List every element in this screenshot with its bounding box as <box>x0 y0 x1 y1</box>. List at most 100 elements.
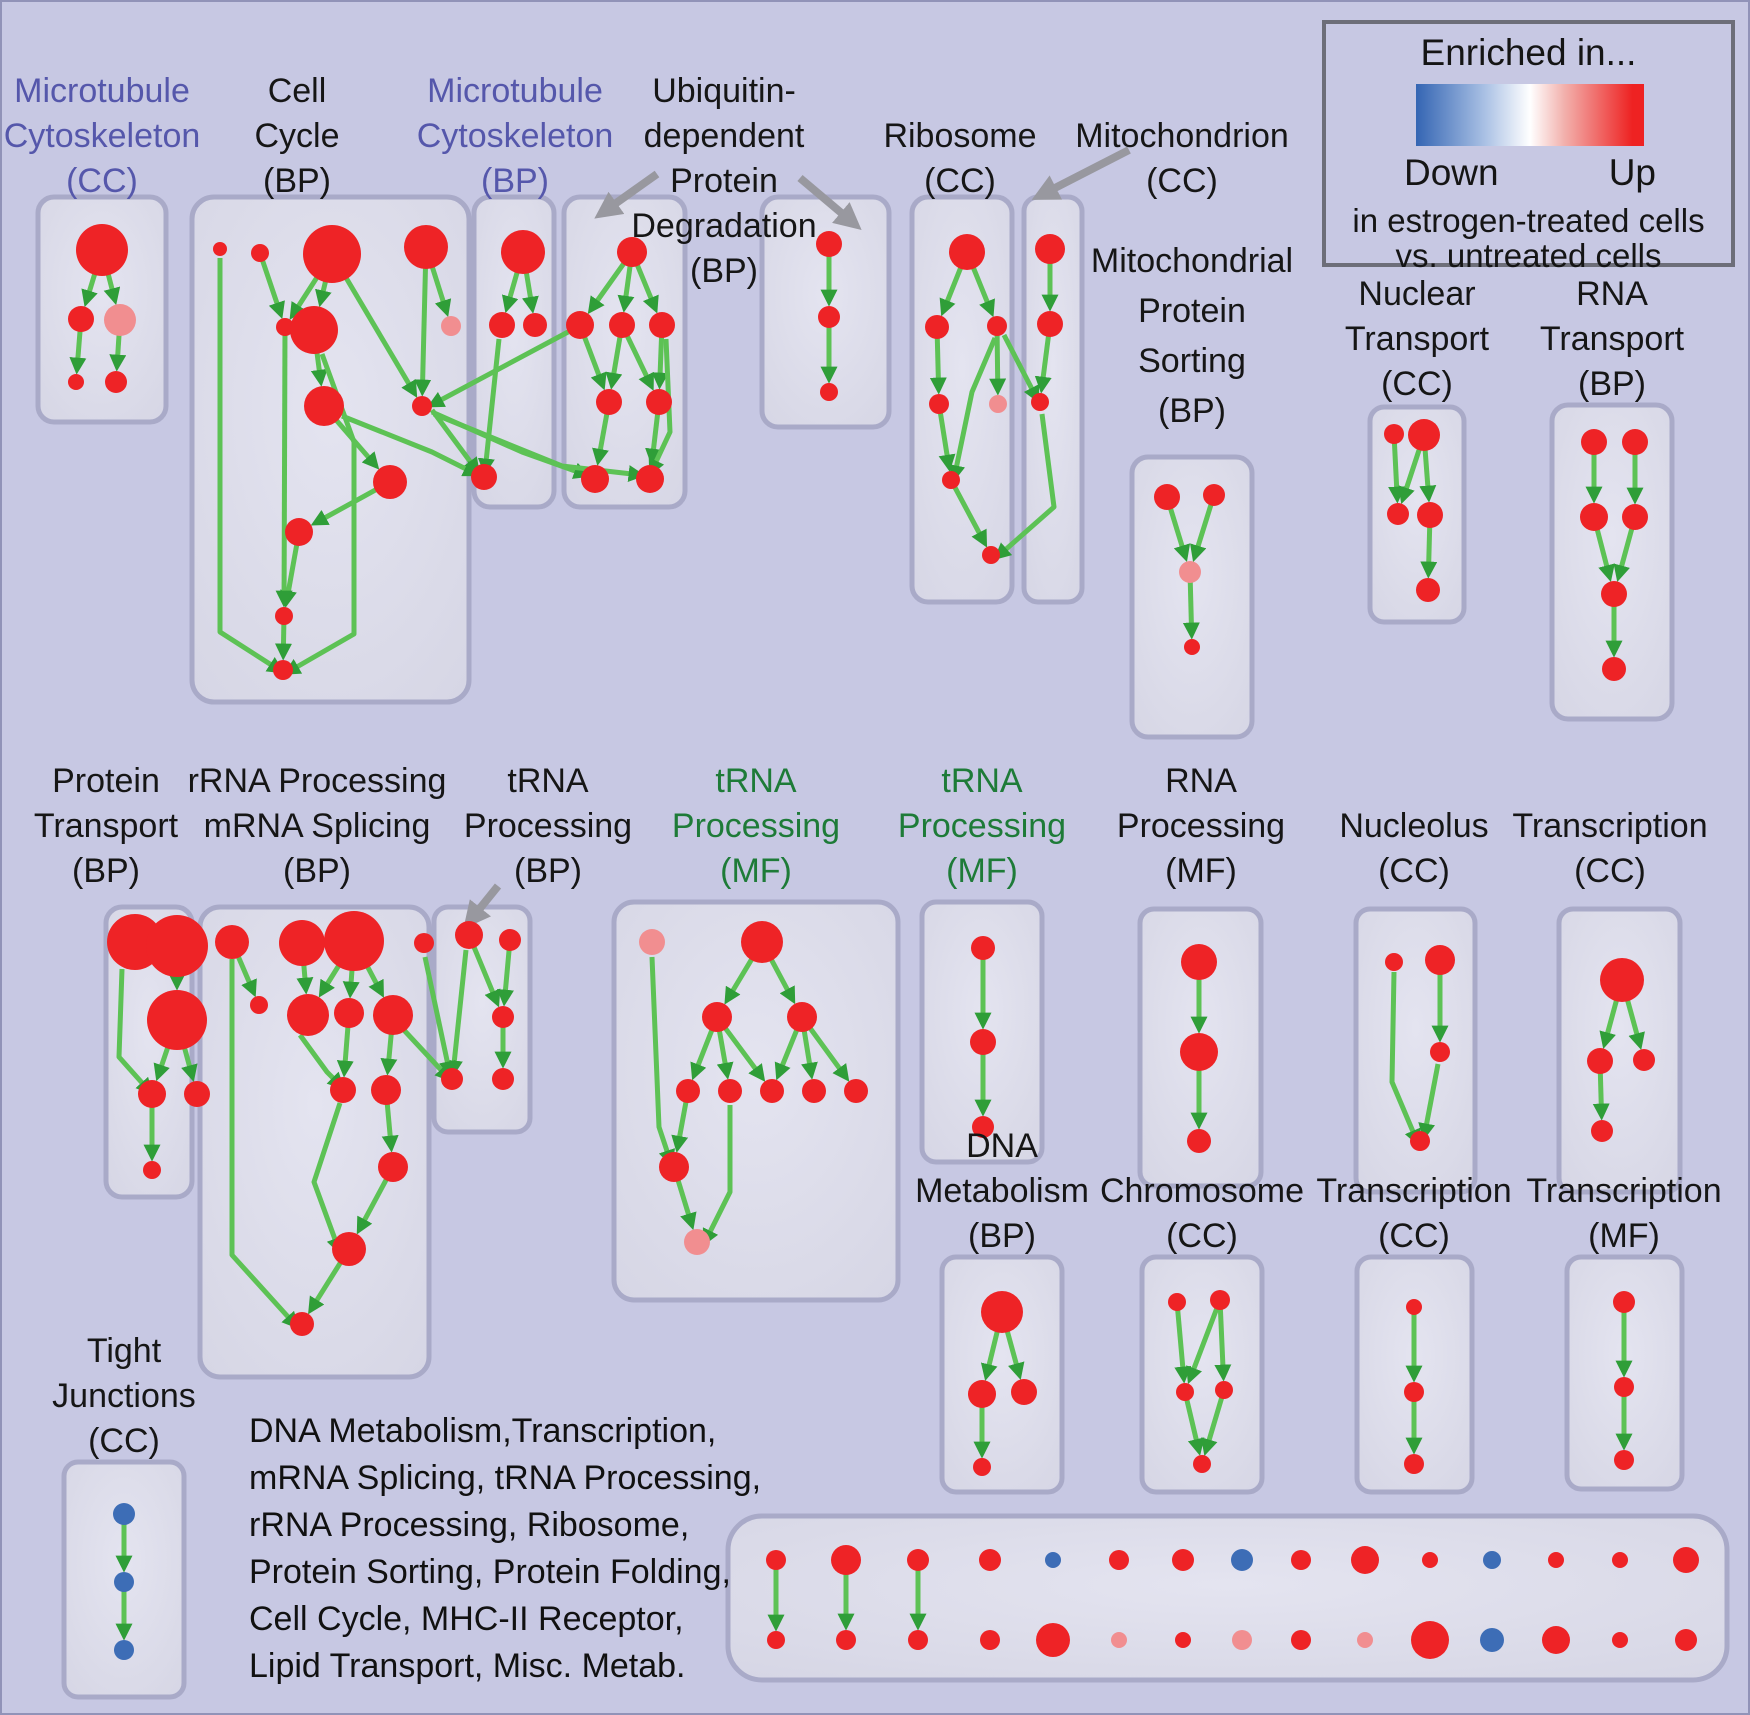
mitochondrial-protein-sorting-bp-edge <box>1167 506 1191 563</box>
ribosome-cc-edge <box>929 336 947 395</box>
ubiquitin-degradation-left-node <box>581 465 609 493</box>
misc-terms-strip-node <box>1483 1551 1501 1569</box>
cell-cycle-bp-node <box>213 242 227 256</box>
trna-processing-mf-large-node <box>741 921 783 963</box>
rrna-processing-mrna-splicing-bp-node <box>290 1312 314 1336</box>
trna-processing-bp-edge <box>445 949 469 1078</box>
trna-processing-mf-large-edge <box>675 1178 697 1231</box>
ribosome-cc-edge <box>937 411 956 472</box>
dna-metabolism-bp-box <box>939 1254 1065 1495</box>
transcription-cc-mid-node <box>1587 1048 1613 1074</box>
protein-transport-bp-edge <box>153 1045 171 1082</box>
ribosome-cc-edge <box>989 333 1007 396</box>
transcription-cc-bottom-label: (CC) <box>1378 1217 1450 1255</box>
rna-transport-bp-box <box>1549 402 1675 722</box>
rrna-processing-mrna-splicing-bp-edge <box>297 1033 345 1090</box>
dna-metabolism-bp-label: DNA <box>966 1127 1038 1165</box>
nuclear-transport-cc-label: (CC) <box>1381 365 1453 403</box>
mitochondrial-protein-sorting-bp-node <box>1203 484 1225 506</box>
trna-processing-mf-small-node <box>970 1029 996 1055</box>
chromosome-cc-label: (CC) <box>1166 1217 1238 1255</box>
misc-terms-strip-node <box>1542 1626 1570 1654</box>
rna-transport-bp-label: Transport <box>1540 320 1685 358</box>
transcription-cc-mid-node <box>1633 1049 1655 1071</box>
note-line: Lipid Transport, Misc. Metab. <box>249 1647 686 1685</box>
misc-terms-strip-node <box>831 1545 861 1575</box>
nuclear-transport-cc-label: Nuclear <box>1358 275 1475 313</box>
ubiquitin-degradation-label-label: (BP) <box>690 252 758 290</box>
note-line: Cell Cycle, MHC-II Receptor, <box>249 1600 684 1638</box>
microtubule-cytoskeleton-bp-box <box>471 194 557 510</box>
microtubule-cytoskeleton-bp-edge <box>477 338 502 476</box>
misc-terms-strip-node <box>1111 1632 1127 1648</box>
arrow-to-mitochondrion-box <box>1031 146 1131 200</box>
nuclear-transport-cc-node <box>1417 502 1443 528</box>
rna-transport-bp-node <box>1580 503 1608 531</box>
rrna-processing-mrna-splicing-bp-edge <box>356 1177 390 1235</box>
cell-cycle-bp-edge <box>343 275 418 398</box>
transcription-mf-label: Transcription <box>1526 1172 1721 1210</box>
protein-transport-bp-edge <box>181 1046 198 1083</box>
microtubule-cytoskeleton-cc-node <box>104 304 136 336</box>
transcription-cc-bottom-node <box>1406 1299 1422 1315</box>
rna-processing-mf-node <box>1180 1033 1218 1071</box>
chromosome-cc-label: Chromosome <box>1100 1172 1304 1210</box>
trna-processing-mf-large-edge <box>671 1100 689 1153</box>
microtubule-cytoskeleton-cc-label: (CC) <box>66 162 138 200</box>
microtubule-cytoskeleton-cc-label: Cytoskeleton <box>4 117 201 155</box>
misc-terms-strip-node <box>1673 1547 1699 1573</box>
rrna-processing-mrna-splicing-bp-box <box>197 904 432 1380</box>
protein-transport-bp-node <box>138 1080 166 1108</box>
legend-up-label: Up <box>1608 152 1656 193</box>
ubiquitin-degradation-label-label: Protein <box>670 162 778 200</box>
cell-cycle-bp-edge <box>429 265 452 318</box>
ribosome-cc-edge <box>939 265 964 317</box>
nucleolus-cc-node <box>1425 945 1455 975</box>
rrna-processing-mrna-splicing-bp-node <box>373 995 413 1035</box>
mitochondrial-protein-sorting-bp-label: Protein <box>1138 292 1246 330</box>
trna-processing-mf-large-node <box>718 1079 742 1103</box>
legend-gradient-bar <box>1416 84 1644 146</box>
ribosome-cc-node <box>925 315 949 339</box>
cell-cycle-bp-edge <box>315 279 332 308</box>
protein-transport-bp-label: (BP) <box>72 852 140 890</box>
trna-processing-bp-label: tRNA <box>507 762 589 800</box>
microtubule-cytoskeleton-cc-node <box>76 224 128 276</box>
cell-cycle-bp-edge <box>289 275 320 320</box>
rna-processing-mf-label: RNA <box>1165 762 1237 800</box>
cell-cycle-bp-label: Cycle <box>254 117 339 155</box>
dna-metabolism-bp-edge <box>980 1329 1000 1381</box>
rna-transport-bp-node <box>1622 429 1648 455</box>
cell-cycle-bp-box <box>189 194 472 705</box>
cell-cycle-bp-edge <box>275 333 293 608</box>
misc-terms-strip-node <box>766 1550 786 1570</box>
ubiquitin-degradation-left-edge <box>645 412 662 466</box>
ubiquitin-degradation-left-edge <box>648 338 673 477</box>
rrna-processing-mrna-splicing-bp-edge <box>229 959 300 1330</box>
rrna-processing-mrna-splicing-bp-node <box>287 994 329 1036</box>
cell-cycle-bp-node <box>304 386 344 426</box>
cell-cycle-bp-edge <box>259 258 285 320</box>
misc-terms-strip-node <box>1357 1632 1373 1648</box>
transcription-mf-node <box>1613 1291 1635 1313</box>
microtubule-cytoskeleton-cc-node <box>68 306 94 332</box>
ribosome-cc-node <box>942 471 960 489</box>
rna-processing-mf-label: Processing <box>1117 807 1285 845</box>
ribosome-cc-node <box>987 316 1007 336</box>
chromosome-cc-node <box>1215 1381 1233 1399</box>
cell-cycle-bp-node <box>275 607 293 625</box>
transcription-mf-node <box>1614 1377 1634 1397</box>
mitochondrion-cc-node <box>1031 393 1049 411</box>
ribosome-cc-edge <box>970 265 995 318</box>
ribosome-cc-label: (CC) <box>924 162 996 200</box>
dna-metabolism-bp-node <box>1011 1379 1037 1405</box>
cell-cycle-bp-node <box>412 396 432 416</box>
nuclear-transport-cc-edge <box>1420 525 1438 579</box>
transcription-cc-mid-node <box>1600 958 1644 1002</box>
dna-metabolism-bp-label: Metabolism <box>915 1172 1089 1210</box>
ubiquitin-degradation-left-node <box>596 389 622 415</box>
trna-processing-bp-node <box>492 1068 514 1090</box>
misc-terms-strip-node <box>1612 1632 1628 1648</box>
nucleolus-cc-edge <box>1418 1063 1441 1141</box>
trna-processing-mf-small-node <box>972 1116 994 1138</box>
